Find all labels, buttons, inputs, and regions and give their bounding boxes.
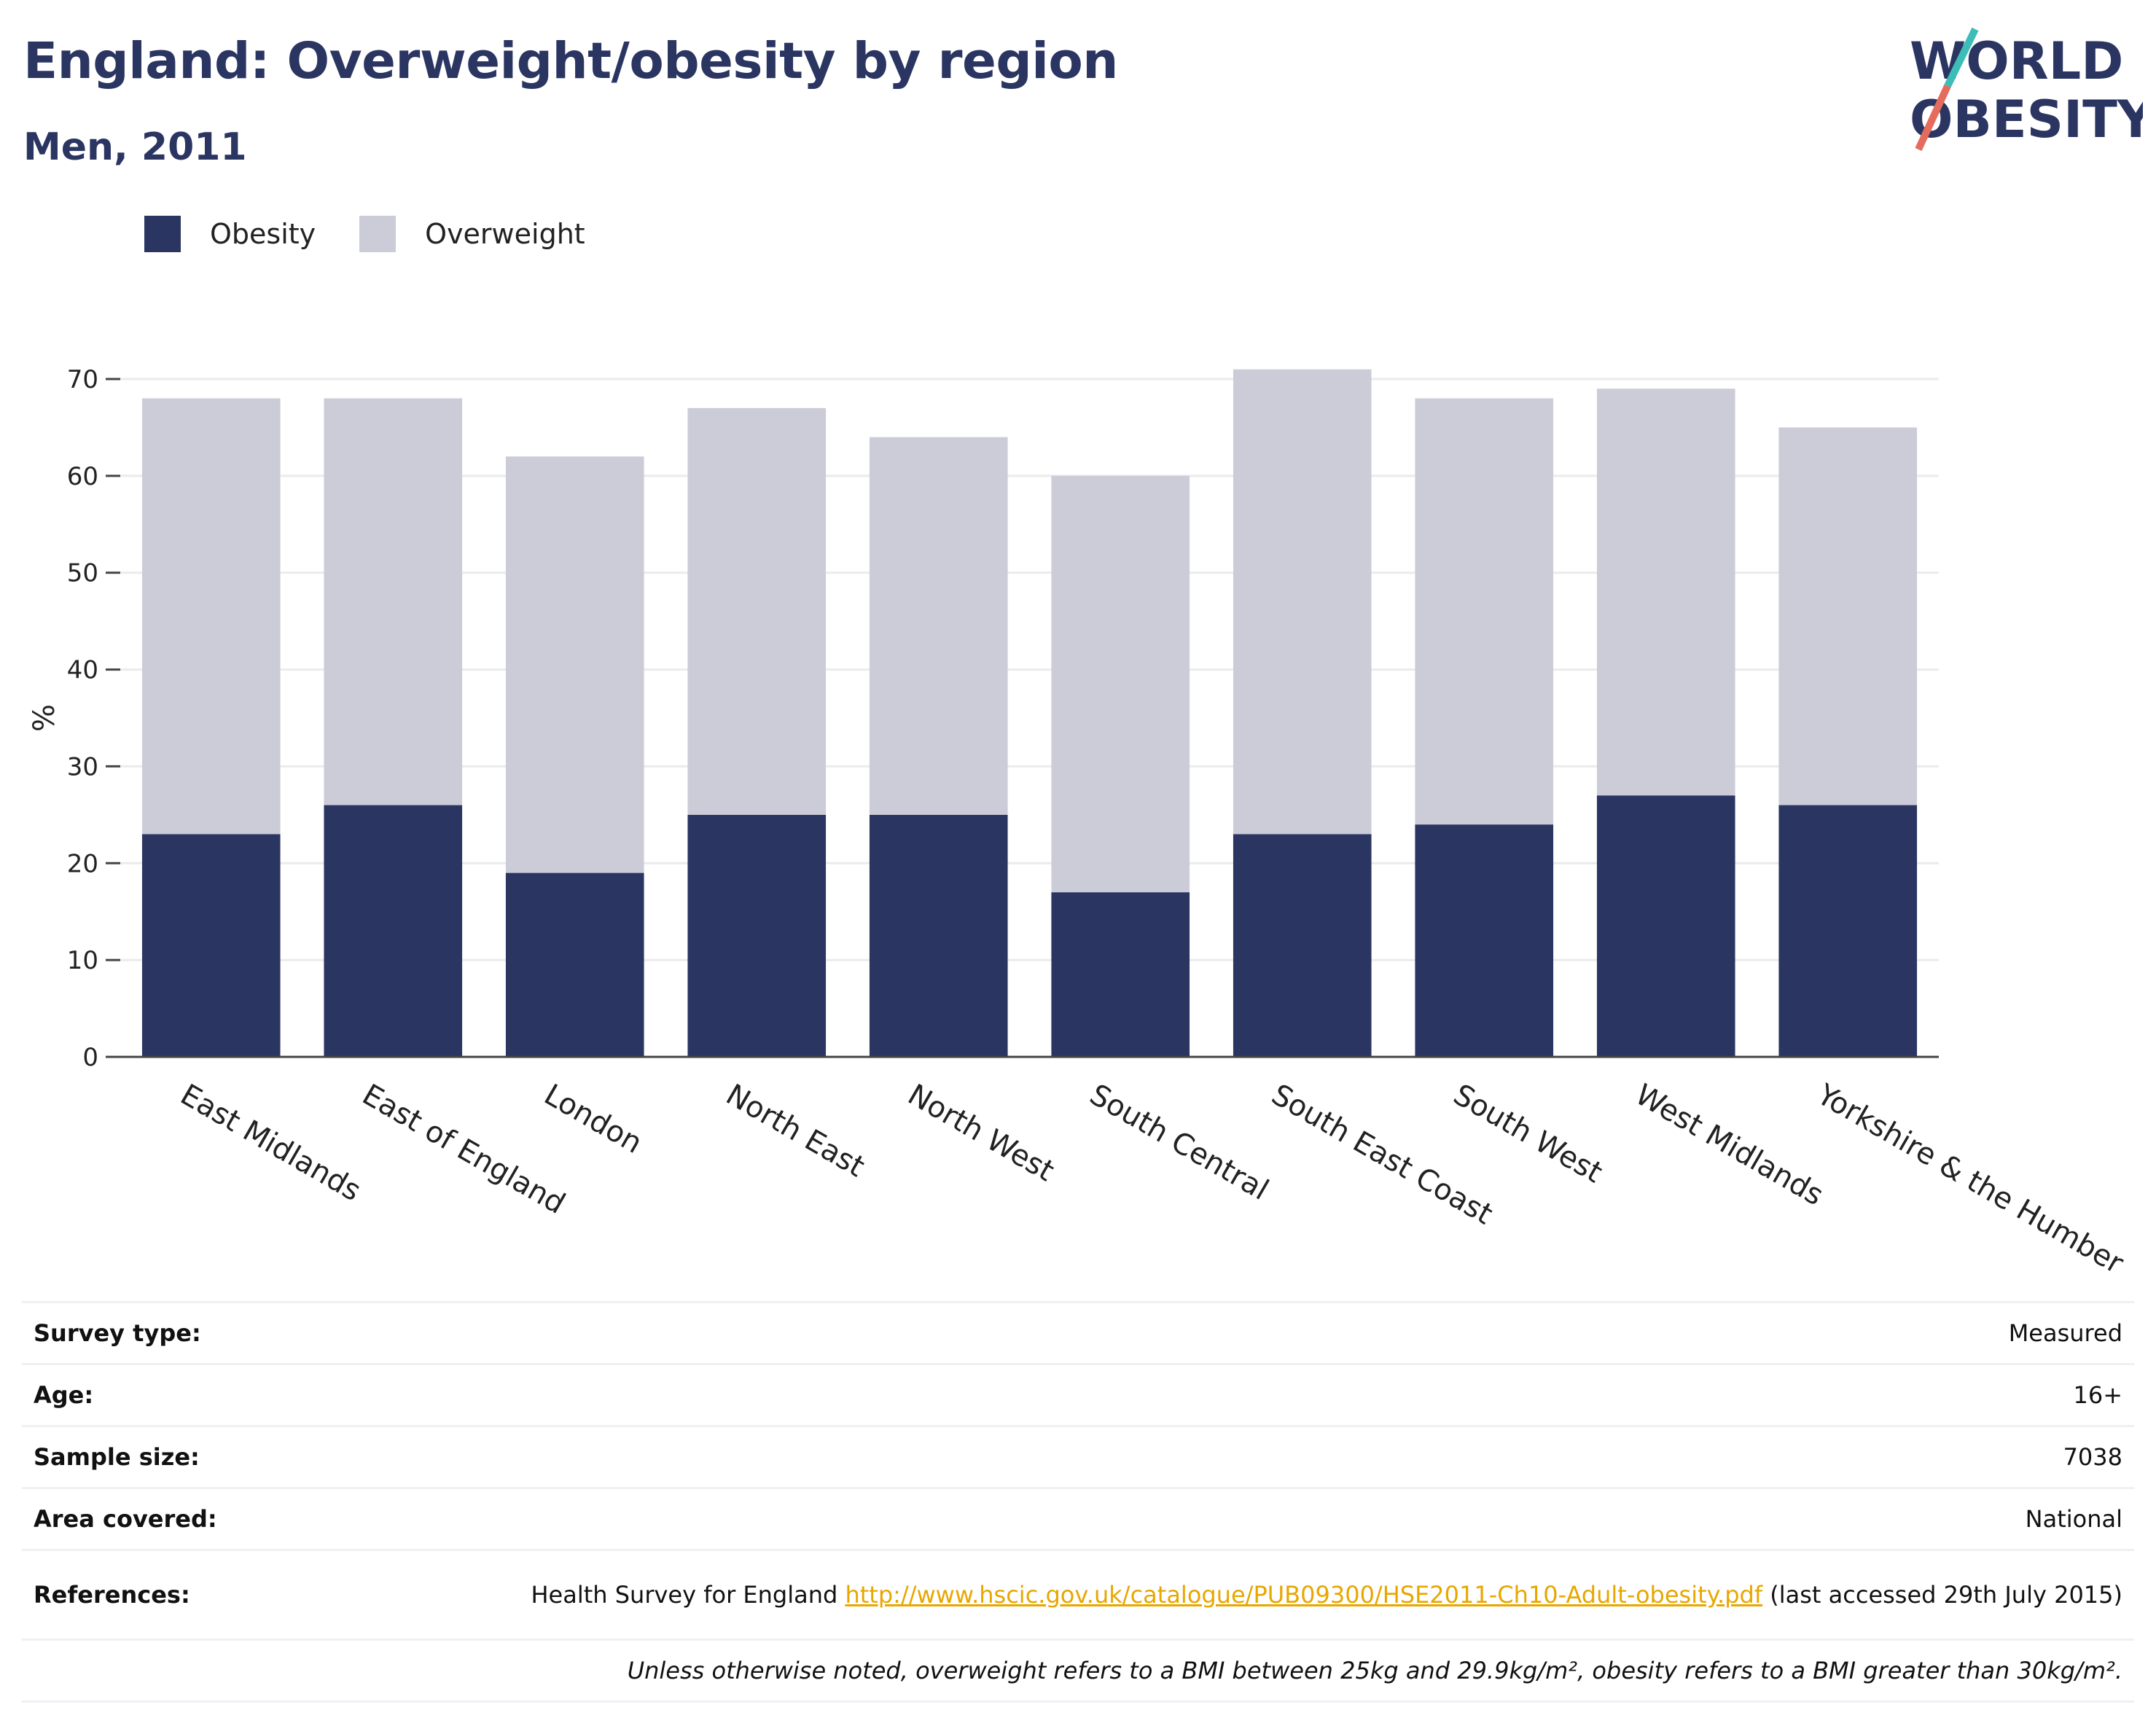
bar-obesity-9 (1778, 805, 1918, 1057)
info-key: References: (22, 1549, 512, 1640)
bar-overweight-1 (324, 398, 463, 805)
info-row-survey-type: Survey type: Measured (22, 1301, 2134, 1364)
x-tick-label: East Midlands (175, 1078, 367, 1208)
x-tick-label: West Midlands (1630, 1078, 1829, 1212)
bmi-definition-note: Unless otherwise noted, overweight refer… (22, 1639, 2134, 1703)
x-tick-label: Yorkshire & the Humber (1811, 1077, 2129, 1281)
page-subtitle: Men, 2011 (23, 125, 247, 169)
legend-item-overweight[interactable]: Overweight (359, 216, 585, 252)
x-tick-label: North East (720, 1078, 870, 1184)
bar-obesity-8 (1596, 795, 1735, 1057)
info-value: National (512, 1487, 2134, 1550)
y-tick-label: 70 (67, 365, 98, 394)
bar-obesity-3 (687, 814, 827, 1057)
y-tick-label: 50 (67, 559, 98, 588)
info-key: Survey type: (22, 1301, 512, 1364)
y-tick-label: 40 (67, 656, 98, 685)
info-row-note: Unless otherwise noted, overweight refer… (22, 1639, 2134, 1703)
info-key: Sample size: (22, 1425, 512, 1488)
info-row-area-covered: Area covered: National (22, 1487, 2134, 1550)
bar-overweight-5 (1051, 475, 1190, 893)
info-value: Measured (512, 1301, 2134, 1364)
world-obesity-logo: WORLD OBESITY (1910, 27, 2143, 152)
info-value: 7038 (512, 1425, 2134, 1488)
bar-obesity-1 (324, 805, 463, 1057)
x-tick-label: London (539, 1078, 648, 1160)
chart-legend: Obesity Overweight (144, 216, 629, 252)
x-tick-label: North West (902, 1078, 1060, 1188)
references-source: Health Survey for England (531, 1581, 845, 1609)
references-link[interactable]: http://www.hscic.gov.uk/catalogue/PUB093… (845, 1581, 1763, 1609)
y-tick-label: 30 (67, 752, 98, 781)
logo-slash-top (1944, 27, 1979, 88)
bar-overweight-9 (1778, 427, 1918, 805)
bar-overweight-3 (687, 407, 827, 815)
bar-obesity-4 (869, 814, 1008, 1057)
references-value: Health Survey for England http://www.hsc… (512, 1549, 2134, 1640)
legend-swatch-obesity (144, 216, 181, 252)
bar-overweight-7 (1415, 398, 1554, 825)
x-tick-label: South Central (1084, 1078, 1274, 1207)
logo-line-2: OBESITY (1910, 90, 2143, 149)
bar-obesity-6 (1233, 834, 1372, 1057)
bar-overweight-2 (505, 456, 644, 873)
info-key: Age: (22, 1363, 512, 1426)
bar-overweight-4 (869, 437, 1008, 815)
references-accessed: (last accessed 29th July 2015) (1762, 1581, 2122, 1609)
bar-overweight-8 (1596, 388, 1735, 796)
bar-obesity-2 (505, 872, 644, 1057)
info-row-references: References: Health Survey for England ht… (22, 1549, 2134, 1640)
legend-swatch-overweight (359, 216, 397, 252)
y-tick-label: 60 (67, 462, 98, 491)
legend-item-obesity[interactable]: Obesity (144, 216, 316, 252)
y-axis-title: % (28, 704, 61, 732)
logo-line-1: WORLD (1910, 31, 2123, 91)
survey-info-table: Survey type: Measured Age: 16+ Sample si… (22, 1301, 2134, 1703)
legend-label-overweight: Overweight (425, 218, 585, 250)
bar-obesity-5 (1051, 892, 1190, 1057)
y-tick-label: 10 (67, 946, 98, 975)
y-tick-label: 0 (82, 1043, 98, 1072)
bar-obesity-0 (141, 834, 281, 1057)
page-title: England: Overweight/obesity by region (23, 32, 1118, 90)
bar-overweight-0 (141, 398, 281, 835)
x-tick-label: South West (1448, 1078, 1608, 1190)
info-row-age: Age: 16+ (22, 1363, 2134, 1426)
bar-obesity-7 (1415, 824, 1554, 1057)
info-key: Area covered: (22, 1487, 512, 1550)
x-tick-label: East of England (356, 1078, 571, 1221)
y-tick-label: 20 (67, 849, 98, 878)
info-value: 16+ (512, 1363, 2134, 1426)
logo-slash-bottom (1915, 84, 1951, 152)
bar-overweight-6 (1233, 369, 1372, 835)
legend-label-obesity: Obesity (210, 218, 316, 250)
info-row-sample-size: Sample size: 7038 (22, 1425, 2134, 1488)
